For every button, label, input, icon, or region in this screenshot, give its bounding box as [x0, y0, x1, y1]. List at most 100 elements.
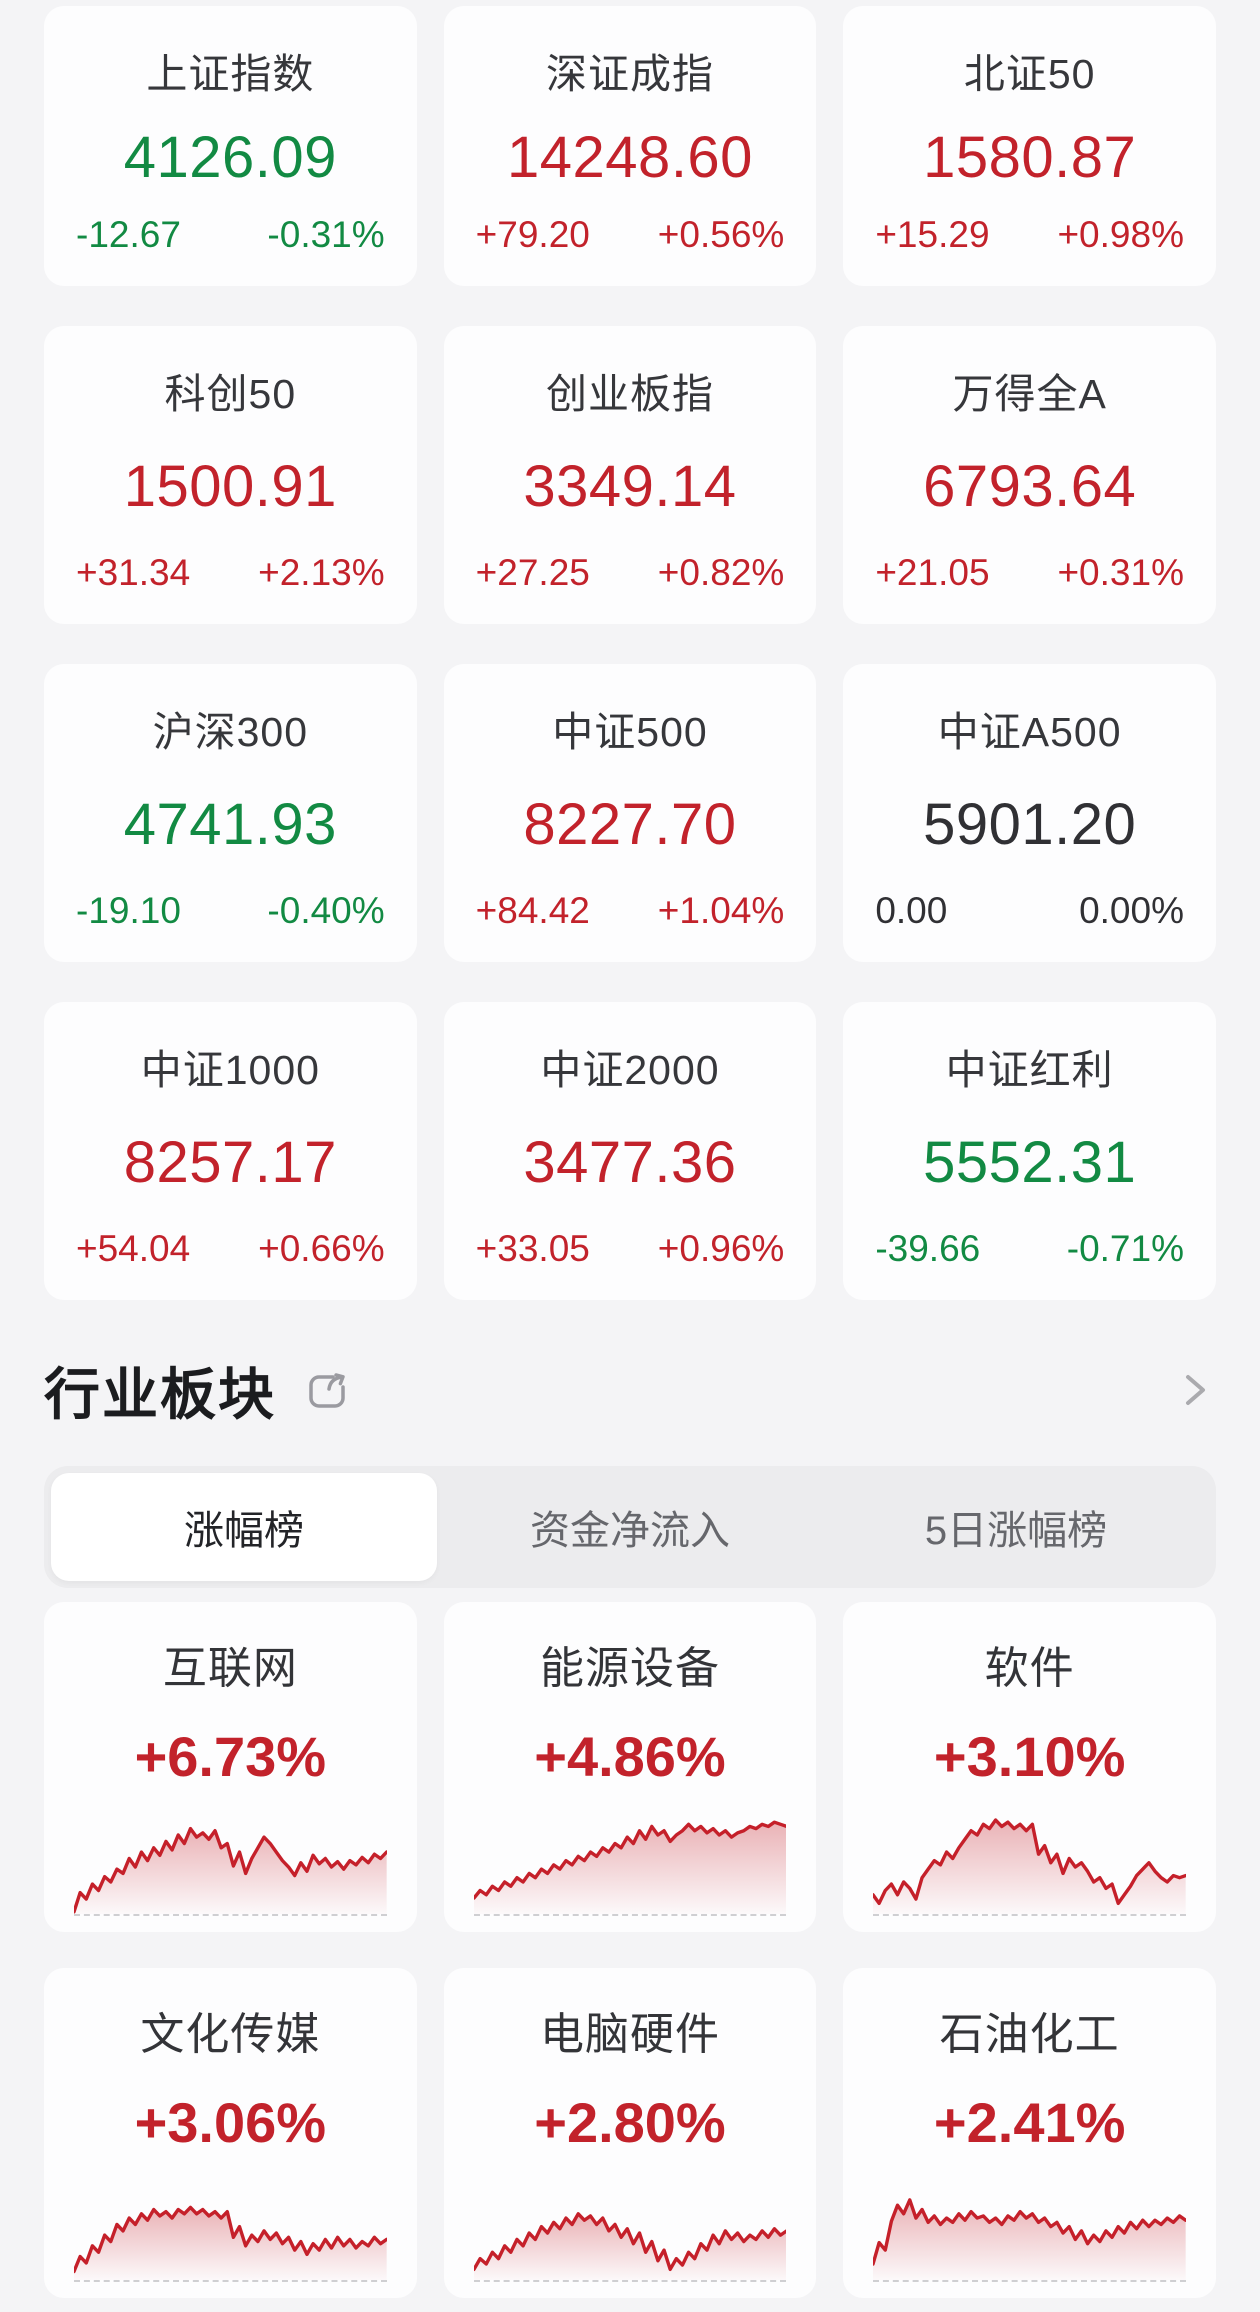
- index-card[interactable]: 沪深300 4741.93 -19.10 -0.40%: [44, 664, 417, 962]
- tab-gainers[interactable]: 涨幅榜: [51, 1473, 437, 1581]
- index-change-row: -12.67 -0.31%: [70, 214, 391, 256]
- chevron-right-icon[interactable]: [1172, 1368, 1216, 1412]
- index-change-row: 0.00 0.00%: [869, 890, 1190, 932]
- sector-change-pct: +3.10%: [933, 1725, 1126, 1788]
- sparkline-baseline: [473, 1914, 787, 1916]
- index-change-pct: +0.31%: [1057, 552, 1184, 593]
- sector-card[interactable]: 软件 +3.10%: [843, 1602, 1216, 1932]
- index-name: 中证红利: [945, 1047, 1114, 1093]
- index-change-pct: +2.13%: [258, 552, 385, 593]
- index-change-pct: +1.04%: [657, 890, 785, 931]
- index-value: 1500.91: [123, 453, 337, 519]
- index-change-row: -19.10 -0.40%: [70, 890, 391, 932]
- index-card[interactable]: 科创50 1500.91 +31.34 +2.13%: [44, 326, 417, 624]
- sparkline-baseline: [74, 2280, 387, 2282]
- sector-sparkline-chart: [74, 1804, 387, 1914]
- index-change-row: +33.05 +0.96%: [470, 1228, 791, 1270]
- index-change-abs: +27.25: [475, 552, 590, 593]
- index-change-row: +79.20 +0.56%: [470, 214, 791, 256]
- index-name: 中证2000: [540, 1047, 720, 1093]
- index-name: 中证1000: [140, 1047, 320, 1093]
- sector-card[interactable]: 能源设备 +4.86%: [443, 1602, 817, 1932]
- sector-card[interactable]: 电脑硬件 +2.80%: [443, 1968, 817, 2298]
- sparkline-baseline: [873, 1914, 1186, 1916]
- sector-change-pct: +3.06%: [134, 2091, 327, 2154]
- index-name: 深证成指: [545, 51, 714, 97]
- index-change-row: +31.34 +2.13%: [70, 552, 391, 594]
- index-change-row: +27.25 +0.82%: [470, 552, 791, 594]
- index-name: 中证A500: [937, 709, 1122, 755]
- index-change-pct: -0.71%: [1066, 1228, 1184, 1269]
- index-value: 4741.93: [123, 791, 337, 857]
- sector-card[interactable]: 文化传媒 +3.06%: [44, 1968, 417, 2298]
- index-card[interactable]: 北证50 1580.87 +15.29 +0.98%: [843, 6, 1216, 286]
- index-name: 万得全A: [952, 371, 1107, 417]
- index-change-pct: +0.98%: [1057, 214, 1184, 255]
- sector-sparkline-chart: [74, 2170, 387, 2280]
- sector-name: 石油化工: [939, 2010, 1120, 2059]
- sector-sparkline-chart: [473, 2170, 787, 2280]
- index-value: 1580.87: [923, 124, 1137, 190]
- index-card-grid: 上证指数 4126.09 -12.67 -0.31% 深证成指 14248.60…: [44, 6, 1216, 1300]
- index-card[interactable]: 中证500 8227.70 +84.42 +1.04%: [443, 664, 817, 962]
- index-change-row: -39.66 -0.71%: [869, 1228, 1190, 1270]
- sector-card-grid: 互联网 +6.73% 能源设备 +4.86% 软件 +3.10% 文化传媒 +3…: [44, 1602, 1216, 2298]
- index-card[interactable]: 中证2000 3477.36 +33.05 +0.96%: [443, 1002, 817, 1300]
- index-name: 创业板指: [545, 371, 714, 417]
- index-value: 5901.20: [923, 791, 1137, 857]
- index-value: 3349.14: [523, 453, 737, 519]
- index-card[interactable]: 中证1000 8257.17 +54.04 +0.66%: [44, 1002, 417, 1300]
- sector-card[interactable]: 石油化工 +2.41%: [843, 1968, 1216, 2298]
- index-change-abs: +21.05: [875, 552, 990, 593]
- index-name: 北证50: [963, 51, 1096, 97]
- sector-section-header: 行业板块: [44, 1330, 1216, 1450]
- sector-change-pct: +6.73%: [134, 1725, 327, 1788]
- index-card[interactable]: 深证成指 14248.60 +79.20 +0.56%: [443, 6, 817, 286]
- index-change-abs: +15.29: [875, 214, 990, 255]
- index-value: 4126.09: [123, 124, 337, 190]
- index-change-pct: -0.31%: [267, 214, 385, 255]
- sector-card[interactable]: 互联网 +6.73%: [44, 1602, 417, 1932]
- sector-name: 电脑硬件: [539, 2010, 720, 2059]
- share-icon[interactable]: [302, 1365, 352, 1415]
- index-change-pct: +0.82%: [657, 552, 785, 593]
- index-change-abs: +33.05: [475, 1228, 590, 1269]
- index-value: 6793.64: [923, 453, 1137, 519]
- index-change-abs: -39.66: [875, 1228, 981, 1269]
- tab-net-inflow[interactable]: 资金净流入: [530, 1509, 730, 1553]
- index-name: 科创50: [164, 371, 297, 417]
- index-card[interactable]: 创业板指 3349.14 +27.25 +0.82%: [443, 326, 817, 624]
- section-title: 行业板块: [44, 1362, 276, 1426]
- index-card[interactable]: 中证红利 5552.31 -39.66 -0.71%: [843, 1002, 1216, 1300]
- sector-sparkline-chart: [873, 1804, 1186, 1914]
- index-card[interactable]: 上证指数 4126.09 -12.67 -0.31%: [44, 6, 417, 286]
- index-change-row: +54.04 +0.66%: [70, 1228, 391, 1270]
- index-change-pct: 0.00%: [1079, 890, 1184, 931]
- sector-change-pct: +4.86%: [534, 1725, 726, 1788]
- index-value: 14248.60: [507, 124, 753, 190]
- sector-sparkline-chart: [873, 2170, 1186, 2280]
- sparkline-baseline: [74, 1914, 387, 1916]
- market-overview-page: 上证指数 4126.09 -12.67 -0.31% 深证成指 14248.60…: [0, 6, 1260, 2298]
- sector-name: 文化传媒: [140, 2010, 321, 2059]
- index-change-pct: +0.66%: [258, 1228, 385, 1269]
- sector-name: 软件: [984, 1644, 1075, 1693]
- index-value: 5552.31: [923, 1129, 1137, 1195]
- sparkline-baseline: [473, 2280, 787, 2282]
- tab-5day-gainers[interactable]: 5日涨幅榜: [924, 1509, 1108, 1553]
- index-change-abs: +54.04: [76, 1228, 191, 1269]
- index-change-pct: -0.40%: [267, 890, 385, 931]
- index-change-abs: +31.34: [76, 552, 191, 593]
- sector-change-pct: +2.41%: [933, 2091, 1126, 2154]
- index-name: 沪深300: [152, 709, 309, 755]
- index-card[interactable]: 万得全A 6793.64 +21.05 +0.31%: [843, 326, 1216, 624]
- index-value: 3477.36: [523, 1129, 737, 1195]
- index-change-abs: +84.42: [475, 890, 590, 931]
- index-change-row: +21.05 +0.31%: [869, 552, 1190, 594]
- index-card[interactable]: 中证A500 5901.20 0.00 0.00%: [843, 664, 1216, 962]
- index-value: 8257.17: [123, 1129, 337, 1195]
- sector-name: 能源设备: [539, 1644, 720, 1693]
- index-change-abs: 0.00: [875, 890, 948, 931]
- sector-name: 互联网: [162, 1644, 298, 1693]
- index-change-abs: +79.20: [475, 214, 590, 255]
